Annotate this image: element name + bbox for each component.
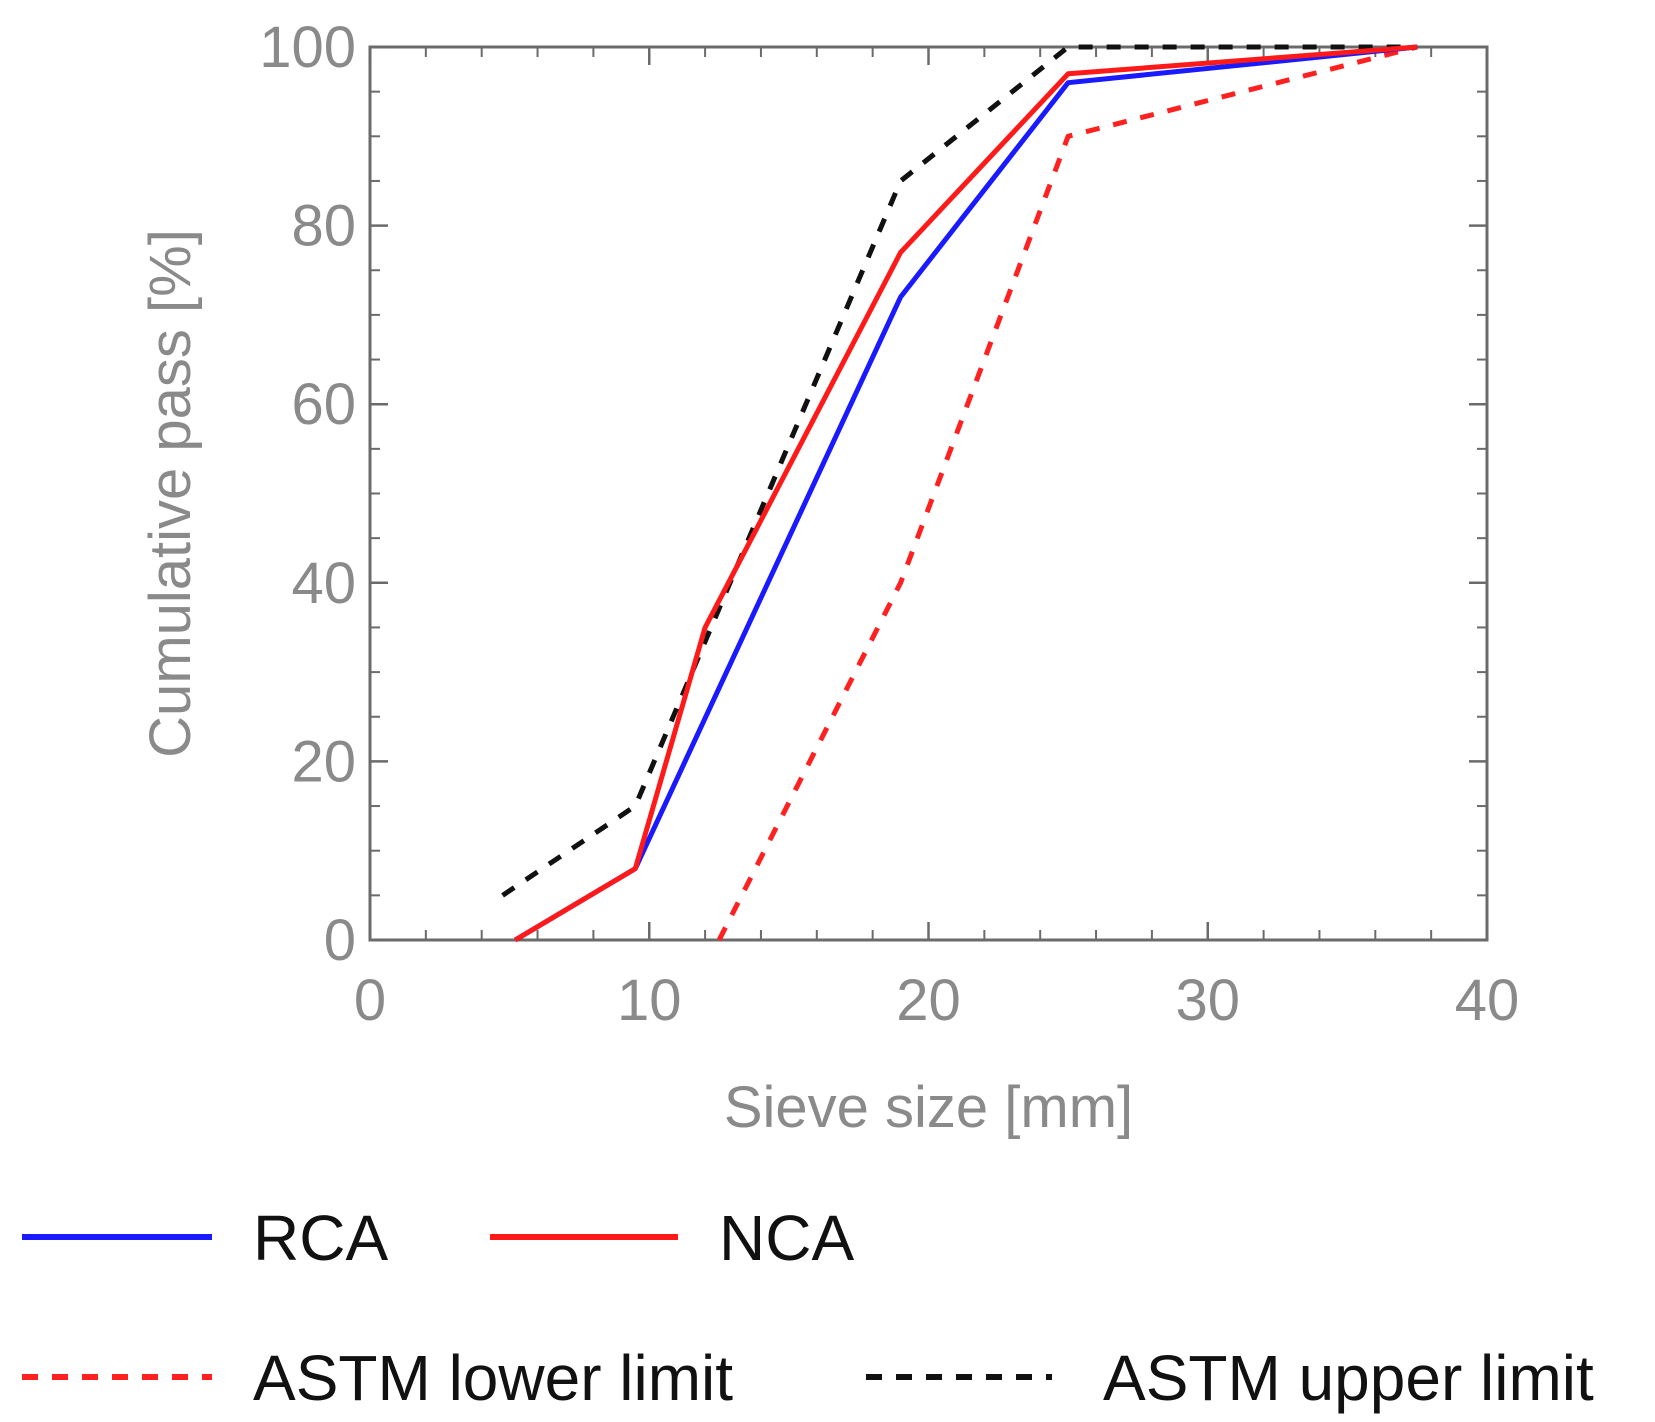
series-line-nca: [513, 44, 1418, 943]
x-tick-label: 10: [617, 968, 682, 1033]
legend-label-rca: RCA: [253, 1202, 388, 1274]
legend-label-astm-upper-limit: ASTM upper limit: [1103, 1342, 1594, 1414]
series-line-astm-upper-limit: [501, 44, 1418, 898]
y-tick-label: 40: [291, 551, 356, 616]
series-line-astm-lower-limit: [716, 44, 1418, 942]
y-tick-label: 60: [291, 372, 356, 437]
y-tick-label: 100: [259, 15, 356, 80]
x-tick-label: 30: [1175, 968, 1240, 1033]
y-axis-title: Cumulative pass [%]: [138, 229, 203, 758]
y-tick-label: 20: [291, 729, 356, 794]
plot-area: [368, 44, 1489, 943]
x-axis-title: Sieve size [mm]: [724, 1075, 1133, 1140]
legend-label-nca: NCA: [719, 1202, 854, 1274]
x-tick-label: 40: [1455, 968, 1520, 1033]
x-tick-labels: 0 10 20 30 40: [354, 968, 1519, 1033]
y-tick-label: 0: [324, 908, 356, 973]
major-ticks: [368, 45, 1489, 942]
legend-label-astm-lower-limit: ASTM lower limit: [253, 1342, 733, 1414]
minor-ticks: [370, 47, 1487, 940]
y-tick-label: 80: [291, 194, 356, 259]
series-lines: [501, 44, 1418, 943]
legend: RCA NCA ASTM lower limit ASTM upper limit: [22, 1202, 1594, 1414]
plot-frame: [368, 45, 1489, 942]
x-tick-label: 0: [354, 968, 386, 1033]
x-tick-label: 20: [896, 968, 961, 1033]
y-tick-labels: 0 20 40 60 80 100: [259, 15, 356, 973]
